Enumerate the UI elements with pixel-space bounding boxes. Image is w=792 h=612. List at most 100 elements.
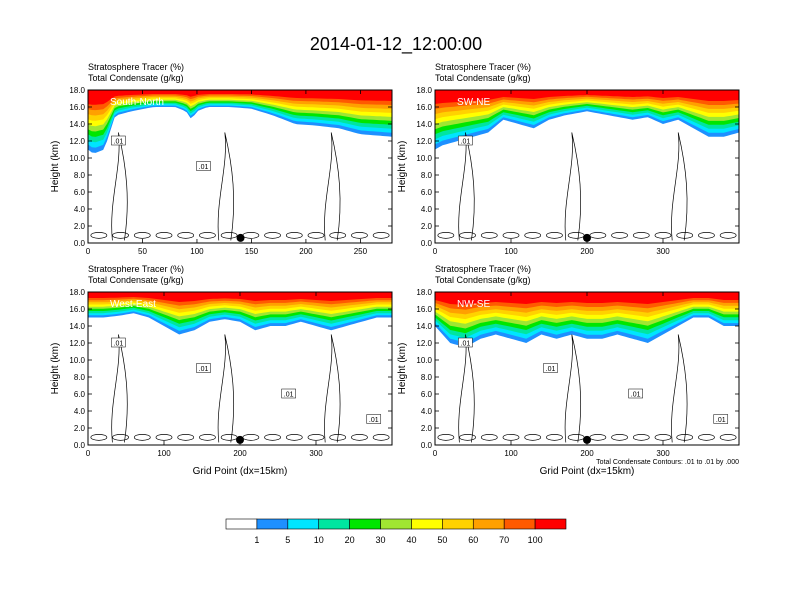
x-tick-label: 100 [190,247,204,256]
y-tick-label: 6.0 [421,390,433,399]
contour-blob [372,232,390,239]
contour-tower [458,132,475,241]
y-axis-label: Height (km) [397,343,408,395]
contour-label: .01 [281,388,296,399]
colorbar-swatch [503,518,536,530]
tracer-fill [435,292,739,348]
y-tick-label: 10.0 [416,154,432,163]
y-tick-label: 4.0 [74,407,86,416]
contour-blob [480,232,498,239]
contour-blob [264,434,281,441]
contour-blob [199,434,216,441]
x-tick-label: 200 [580,449,594,458]
condensate-label: Total Condensate (g/kg) [435,73,531,83]
contour-label-text: .01 [284,392,294,399]
y-tick-label: 8.0 [421,373,433,382]
condensate-label: Total Condensate (g/kg) [88,275,184,285]
y-tick-label: 16.0 [416,305,432,314]
colorbar-swatch [472,518,505,530]
panels-group: Stratosphere Tracer (%)Total Condensate … [50,62,740,477]
y-tick-label: 18.0 [416,288,432,297]
y-tick-label: 12.0 [69,339,85,348]
condensate-contours [437,334,737,443]
y-tick-label: 10.0 [69,154,85,163]
colorbar-label: 30 [376,535,386,545]
contour-label-box [628,388,643,399]
x-tick-label: 200 [233,449,247,458]
contour-blob [155,434,173,441]
contour-blob [264,232,281,239]
contour-label: .01 [196,161,211,171]
contour-blob [285,232,303,239]
figure-title: 2014-01-12_12:00:00 [310,34,482,55]
contour-label: .01 [543,363,558,373]
x-axis-label: Grid Point (dx=15km) [540,466,635,477]
contour-tower [671,132,688,241]
colorbar-swatch [256,518,289,530]
colorbar-label: 60 [468,535,478,545]
contour-blob [307,232,325,239]
section-label: SW-NE [457,97,490,108]
panel-south-north: Stratosphere Tracer (%)Total Condensate … [50,62,393,256]
colorbar-swatch [534,518,567,530]
location-marker [583,233,591,242]
contour-label: .01 [713,414,729,424]
y-tick-label: 4.0 [74,205,86,214]
contour-blob [372,434,390,441]
tracer-fill [88,292,392,335]
contour-blob [112,434,129,441]
y-tick-label: 16.0 [69,305,85,314]
contour-label: .01 [628,388,643,399]
colorbar-swatch [349,518,381,530]
tracer-fill [435,90,739,150]
colorbar-label: 20 [345,535,355,545]
contour-blob [524,232,542,239]
contour-label-text: .01 [631,392,641,399]
contour-blob [502,232,520,239]
contour-label-text: .01 [716,417,726,424]
y-axis-label: Height (km) [50,141,61,193]
contour-tower [217,132,235,241]
contour-label-box [111,337,126,348]
contour-note: Total Condensate Contours: .01 to .01 by… [596,459,739,466]
y-tick-label: 16.0 [416,103,432,112]
x-tick-label: 0 [433,449,438,458]
contour-label-box [196,161,211,171]
contour-blob [155,232,173,239]
y-tick-label: 6.0 [74,188,86,197]
y-tick-label: 8.0 [74,171,86,180]
contour-tower [671,334,688,443]
contour-blob [524,434,542,441]
contour-tower [324,334,341,443]
contour-blob [177,434,195,441]
colorbar-swatch [442,518,474,530]
contour-blob [133,232,151,239]
contour-label: .01 [196,363,211,373]
y-tick-label: 14.0 [416,322,432,331]
x-tick-label: 150 [245,247,259,256]
contour-blob [90,232,108,239]
contour-label-text: .01 [114,341,124,348]
y-tick-label: 12.0 [69,137,85,146]
contour-tower [458,334,475,443]
contour-blob [546,232,563,239]
x-tick-label: 0 [86,449,91,458]
contour-label: .01 [111,337,126,348]
contour-blob [133,434,151,441]
contour-blob [480,434,498,441]
contour-label-text: .01 [546,366,556,373]
section-label: South-North [110,97,164,108]
contour-label-text: .01 [461,139,471,146]
colorbar-label: 50 [437,535,447,545]
location-marker [583,435,591,444]
y-tick-label: 10.0 [416,356,432,365]
contour-label: .01 [458,337,473,348]
contour-tower [111,132,128,241]
y-tick-label: 18.0 [69,86,85,95]
contour-label-box [713,414,729,424]
y-tick-label: 14.0 [69,322,85,331]
contour-blob [502,434,520,441]
panel-nw-se: Stratosphere Tracer (%)Total Condensate … [397,264,740,477]
contour-tower [324,132,341,241]
contour-label-box [458,337,473,348]
